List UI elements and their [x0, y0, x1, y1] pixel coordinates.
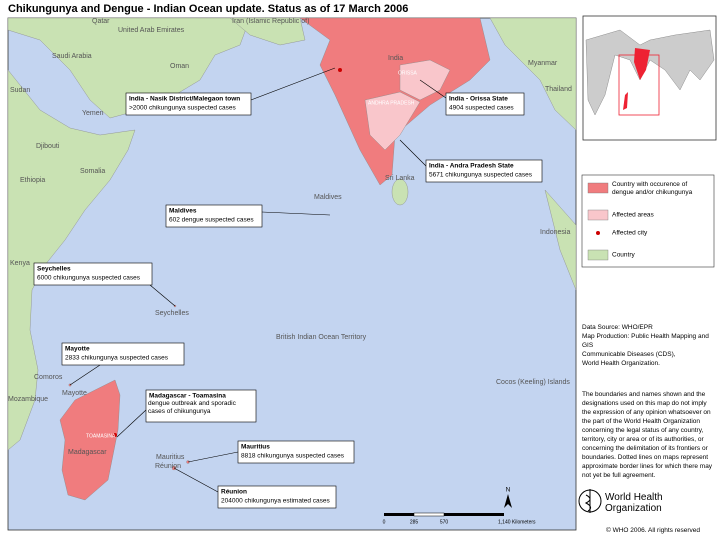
- logo-text: World Health Organization: [605, 492, 663, 514]
- legend-label: Country with occurence of dengue and/or c…: [612, 181, 693, 196]
- legend-label: Country: [612, 252, 636, 259]
- callout-title: Réunion: [221, 489, 247, 496]
- callout-detail: 2833 chikungunya suspected cases: [65, 355, 169, 362]
- logo-line: Organization: [605, 503, 662, 514]
- map-label: Madagascar: [68, 449, 107, 456]
- source-line: Map Production: Public Health Mapping an…: [582, 333, 709, 349]
- callout-title: Mauritius: [241, 444, 270, 451]
- callout-detail: 5671 chikungunya suspected cases: [429, 172, 533, 179]
- map-label: ORISSA: [398, 70, 418, 76]
- callout-detail: dengue outbreak and sporadic cases of ch…: [148, 400, 236, 415]
- callout-detail: 8818 chikungunya suspected cases: [241, 453, 345, 460]
- map-label: Kenya: [10, 260, 30, 267]
- map-label: Somalia: [80, 168, 105, 175]
- callout-title: India - Orissa State: [449, 96, 508, 103]
- map-label: Mayotte: [62, 390, 87, 397]
- map-label: Seychelles: [155, 310, 189, 317]
- legend-label: Affected city: [612, 230, 648, 237]
- map-label: Mozambique: [8, 396, 48, 403]
- map-label: Saudi Arabia: [52, 53, 92, 60]
- callouts: India - Nasik District/Malegaon town >20…: [33, 92, 543, 509]
- legend-label: Affected areas: [612, 212, 655, 219]
- source-line: Communicable Diseases (CDS),: [582, 351, 676, 358]
- affected-city: [113, 433, 117, 437]
- scale-label: 1,140 Kilometers: [498, 519, 536, 525]
- map-label: Maldives: [314, 194, 342, 201]
- callout-title: Mayotte: [65, 346, 90, 353]
- north-arrow: [504, 494, 512, 508]
- inset-map: [582, 15, 717, 141]
- callout-title: Maldives: [169, 208, 197, 215]
- callout-detail: 204000 chikungunya estimated cases: [221, 498, 331, 505]
- map-label: Ethiopia: [20, 177, 45, 184]
- source-line: Data Source: WHO/EPR: [582, 324, 653, 331]
- map-label: Qatar: [92, 18, 110, 25]
- affected-city: [338, 68, 342, 72]
- title: Chikungunya and Dengue - Indian Ocean up…: [8, 3, 408, 15]
- map-label: Réunion: [155, 463, 181, 470]
- callout-leaders: [69, 67, 447, 493]
- land: [7, 17, 577, 501]
- map-label: Oman: [170, 63, 189, 70]
- legend: Country with occurence of dengue and/or c…: [581, 174, 715, 268]
- map-label: Comoros: [34, 374, 63, 381]
- north-label: N: [506, 487, 511, 494]
- scale-label: 285: [410, 519, 419, 525]
- scale-label: 0: [383, 519, 386, 525]
- callout-detail: 6000 chikungunya suspected cases: [37, 275, 141, 282]
- source: Data Source: WHO/EPR Map Production: Pub…: [582, 323, 720, 368]
- map-label: Sudan: [10, 87, 30, 94]
- callout-title: Madagascar - Toamasina: [149, 393, 226, 400]
- callout-detail: >2000 chikungunya suspected cases: [129, 105, 237, 112]
- map-label: Myanmar: [528, 60, 558, 67]
- map-label: Cocos (Keeling) Islands: [496, 379, 570, 386]
- map-label: Iran (Islamic Republic of): [232, 18, 309, 25]
- logo-line: World Health: [605, 492, 663, 503]
- map-labels: Qatar United Arab Emirates Iran (Islamic…: [8, 18, 572, 470]
- map-label: Mauritius: [156, 454, 185, 461]
- map-label: Djibouti: [36, 143, 60, 150]
- disclaimer: The boundaries and names shown and the d…: [582, 391, 713, 479]
- callout-detail: 602 dengue suspected cases: [169, 217, 254, 224]
- map-label: Yemen: [82, 110, 104, 117]
- map-label: Indonesia: [540, 229, 570, 236]
- callout-detail: 4904 suspected cases: [449, 105, 514, 112]
- who-emblem: [578, 489, 602, 513]
- scale-label: 570: [440, 519, 449, 525]
- map-label: United Arab Emirates: [118, 27, 185, 34]
- map-label: India: [388, 55, 403, 62]
- map-label: TOAMASINA: [86, 433, 116, 439]
- callout-title: Seychelles: [37, 266, 71, 273]
- callout-title: India - Andra Pradesh State: [429, 163, 514, 170]
- map-label: British Indian Ocean Territory: [276, 334, 367, 341]
- map-label: ANDHRA PRADESH: [368, 100, 415, 106]
- map-label: Thailand: [545, 86, 572, 93]
- copyright: © WHO 2006. All rights reserved: [606, 527, 701, 534]
- callout-title: India - Nasik District/Malegaon town: [129, 96, 240, 103]
- scale-bar: 0 285 570 1,140 Kilometers: [383, 512, 536, 525]
- map-label: Sri Lanka: [385, 175, 415, 182]
- source-line: World Health Organization.: [582, 360, 660, 367]
